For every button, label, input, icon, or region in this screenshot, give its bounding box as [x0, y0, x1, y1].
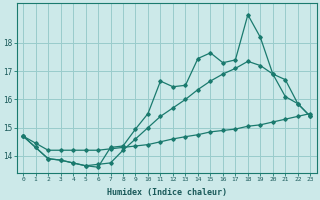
- X-axis label: Humidex (Indice chaleur): Humidex (Indice chaleur): [107, 188, 227, 197]
